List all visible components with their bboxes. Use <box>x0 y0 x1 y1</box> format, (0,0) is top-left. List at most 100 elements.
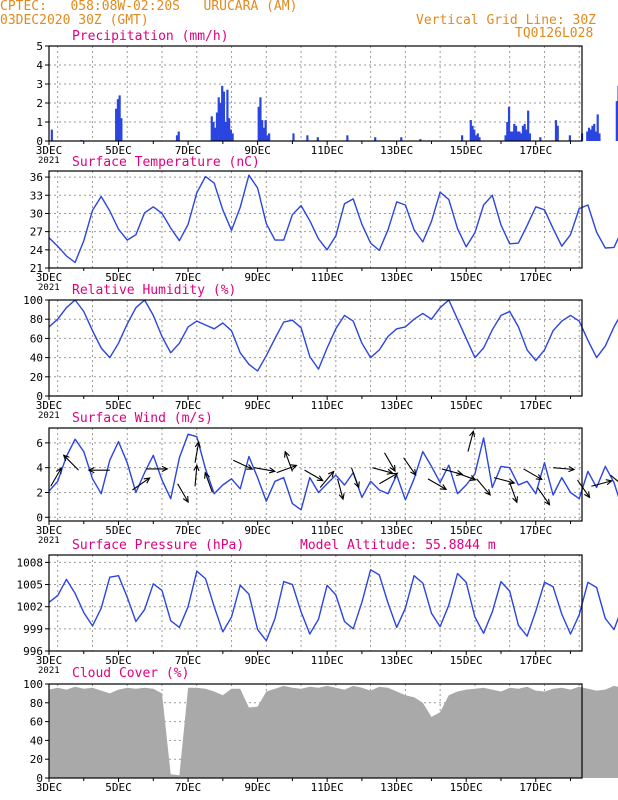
x-tick-label: 3DEC <box>36 399 63 412</box>
series-line <box>48 299 618 372</box>
precip-bar <box>226 89 229 141</box>
precip-bar <box>120 118 123 141</box>
precip-bar <box>419 139 422 141</box>
y-tick-label: 30 <box>30 207 43 220</box>
x-tick-label: 15DEC <box>450 524 483 537</box>
y-tick-label: 0 <box>36 772 43 785</box>
precip-bar <box>118 95 121 141</box>
panel-3 <box>45 299 618 400</box>
panel-6 <box>45 683 618 782</box>
precip-bar <box>511 131 514 141</box>
precip-bar <box>514 125 518 141</box>
precip-bar <box>554 120 558 141</box>
precip-bar <box>257 106 260 141</box>
x-tick-label: 5DEC <box>105 271 132 284</box>
precip-bar <box>507 106 511 141</box>
wind-vector <box>427 478 447 490</box>
x-tick-label: 13DEC <box>380 524 413 537</box>
precip-bar <box>591 125 594 141</box>
precip-bar <box>217 97 220 141</box>
wind-vector-head <box>193 464 200 472</box>
plot-frame <box>48 683 583 779</box>
precip-bar <box>210 116 213 141</box>
header-station: CPTEC: 058:08W-02:20S URUCARA (AM) <box>0 0 298 14</box>
precip-bar <box>316 137 319 141</box>
x-tick-label: 11DEC <box>311 399 344 412</box>
y-tick-label: 4 <box>36 462 43 475</box>
wind-vector-head <box>440 484 448 490</box>
wind-vector <box>493 477 515 484</box>
wind-vector-head <box>182 495 189 504</box>
x-tick-label: 5DEC <box>105 399 132 412</box>
precip-bar <box>523 123 526 141</box>
wind-vector-head <box>143 477 151 484</box>
y-tick-label: 6 <box>36 437 43 450</box>
x-tick-label: 9DEC <box>244 654 271 667</box>
x-tick-label: 13DEC <box>380 271 413 284</box>
x-tick-label: 17DEC <box>519 271 552 284</box>
x-tick-label: 3DEC <box>36 271 63 284</box>
y-tick-label: 4 <box>36 59 43 72</box>
x-tick-label: 13DEC <box>380 781 413 794</box>
precip-bar <box>474 135 478 141</box>
wind-vector <box>284 451 293 472</box>
precip-bar <box>587 127 591 141</box>
x-stray-label: 2021 <box>38 283 60 293</box>
precip-bar <box>556 125 559 141</box>
wind-vector-head <box>204 471 210 479</box>
wind-vector <box>233 459 253 470</box>
x-tick-label: 3DEC <box>36 654 63 667</box>
x-tick-label: 9DEC <box>244 781 271 794</box>
x-tick-label: 17DEC <box>519 781 552 794</box>
precip-bar <box>219 103 222 141</box>
header-grid-note: Vertical Grid Line: 30Z <box>416 13 597 28</box>
y-tick-label: 1002 <box>17 601 44 614</box>
wind-vector-head <box>55 466 62 475</box>
precip-bar <box>513 123 516 141</box>
precip-bar <box>346 135 349 141</box>
precip-bar <box>221 85 224 141</box>
y-tick-label: 999 <box>23 623 43 636</box>
header-model-code: TQ0126L028 <box>515 26 594 41</box>
precip-bar <box>215 112 219 141</box>
wind-vector-head <box>87 467 95 474</box>
x-stray-label: 2021 <box>38 411 60 421</box>
wind-vector-head <box>469 475 477 481</box>
y-tick-label: 27 <box>30 226 43 239</box>
panel-4 <box>45 427 618 525</box>
precip-bar <box>268 133 271 141</box>
x-tick-label: 7DEC <box>175 524 202 537</box>
precip-bar <box>175 135 179 141</box>
x-tick-label: 3DEC <box>36 524 63 537</box>
wind-vector <box>610 474 618 483</box>
header-datetime: 03DEC2020 30Z (GMT) <box>0 13 149 28</box>
y-tick-label: 40 <box>30 352 43 365</box>
precip-bar <box>264 120 267 141</box>
wind-vector <box>523 468 543 480</box>
precip-bar <box>520 133 523 141</box>
precip-bar <box>400 137 403 141</box>
wind-vector-head <box>290 464 298 471</box>
x-stray-label: 2021 <box>38 666 60 676</box>
wind-vector-head <box>456 470 464 477</box>
x-tick-label: 11DEC <box>311 781 344 794</box>
precip-bar <box>212 122 215 141</box>
x-tick-label: 15DEC <box>450 144 483 157</box>
x-stray-label: 2021 <box>38 536 60 546</box>
precip-bar <box>292 133 295 141</box>
wind-vector-head <box>353 481 360 489</box>
precip-bar <box>214 127 217 141</box>
precip-bar <box>224 122 227 141</box>
series-line <box>48 174 618 264</box>
wind-vector <box>276 464 297 474</box>
wind-vector <box>509 482 518 503</box>
wind-vector <box>254 467 275 472</box>
wind-vector-head <box>338 493 345 501</box>
precip-bar <box>516 131 519 141</box>
x-tick-label: 13DEC <box>380 399 413 412</box>
wind-vector <box>455 472 476 481</box>
precip-bar <box>266 135 269 141</box>
precip-bar <box>506 122 509 141</box>
wind-vector <box>204 472 213 493</box>
